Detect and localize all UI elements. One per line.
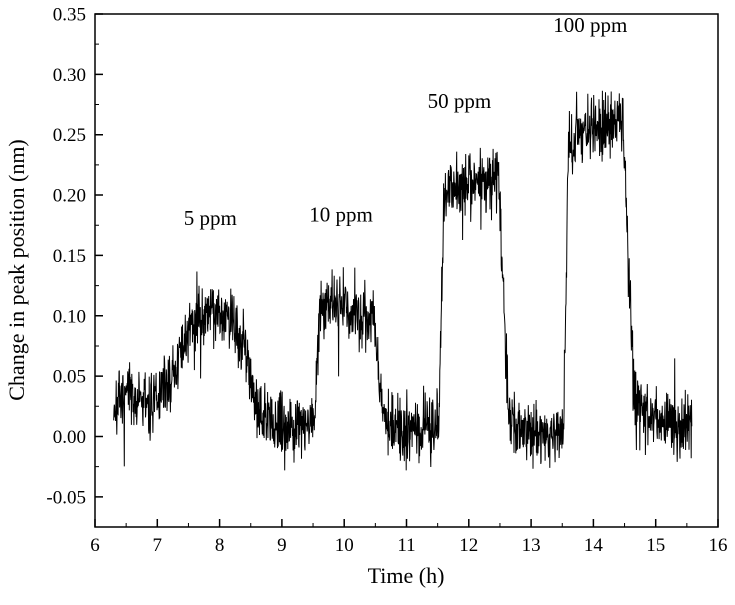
x-tick-label: 7 — [153, 535, 163, 556]
x-tick-label: 12 — [459, 535, 478, 556]
y-tick-label: 0.00 — [53, 427, 86, 448]
axis-minor-ticks — [95, 43, 688, 528]
y-tick-label: 0.35 — [53, 5, 86, 26]
data-series-path — [113, 90, 693, 471]
y-tick-label: -0.05 — [46, 487, 86, 508]
chart-annotation: 100 ppm — [553, 13, 627, 37]
x-axis-label: Time (h) — [368, 563, 445, 588]
x-tick-label: 8 — [215, 535, 225, 556]
x-tick-label: 9 — [277, 535, 287, 556]
y-tick-label: 0.30 — [53, 65, 86, 86]
y-tick-label: 0.20 — [53, 186, 86, 207]
y-tick-label: 0.10 — [53, 306, 86, 327]
x-tick-label: 10 — [335, 535, 354, 556]
x-tick-label: 11 — [397, 535, 415, 556]
chart-annotation: 10 ppm — [309, 203, 373, 227]
y-tick-label: 0.15 — [53, 246, 86, 267]
x-tick-label: 15 — [646, 535, 665, 556]
plot-content: 6 7 8 9 10 11 12 13 14 15 16 -0.05 0.00 0.05 0.10 0.15 0… — [46, 5, 727, 557]
chart-annotation: 50 ppm — [428, 89, 492, 113]
x-tick-label: 6 — [90, 535, 100, 556]
y-axis-label: Change in peak position (nm) — [4, 139, 29, 401]
x-tick-label: 13 — [522, 535, 541, 556]
axis-major-ticks — [94, 13, 719, 527]
y-tick-label: 0.05 — [53, 367, 86, 388]
x-tick-label: 14 — [584, 535, 604, 556]
chart-annotation: 5 ppm — [184, 206, 237, 230]
y-tick-label: 0.25 — [53, 125, 86, 146]
x-tick-label: 16 — [709, 535, 728, 556]
